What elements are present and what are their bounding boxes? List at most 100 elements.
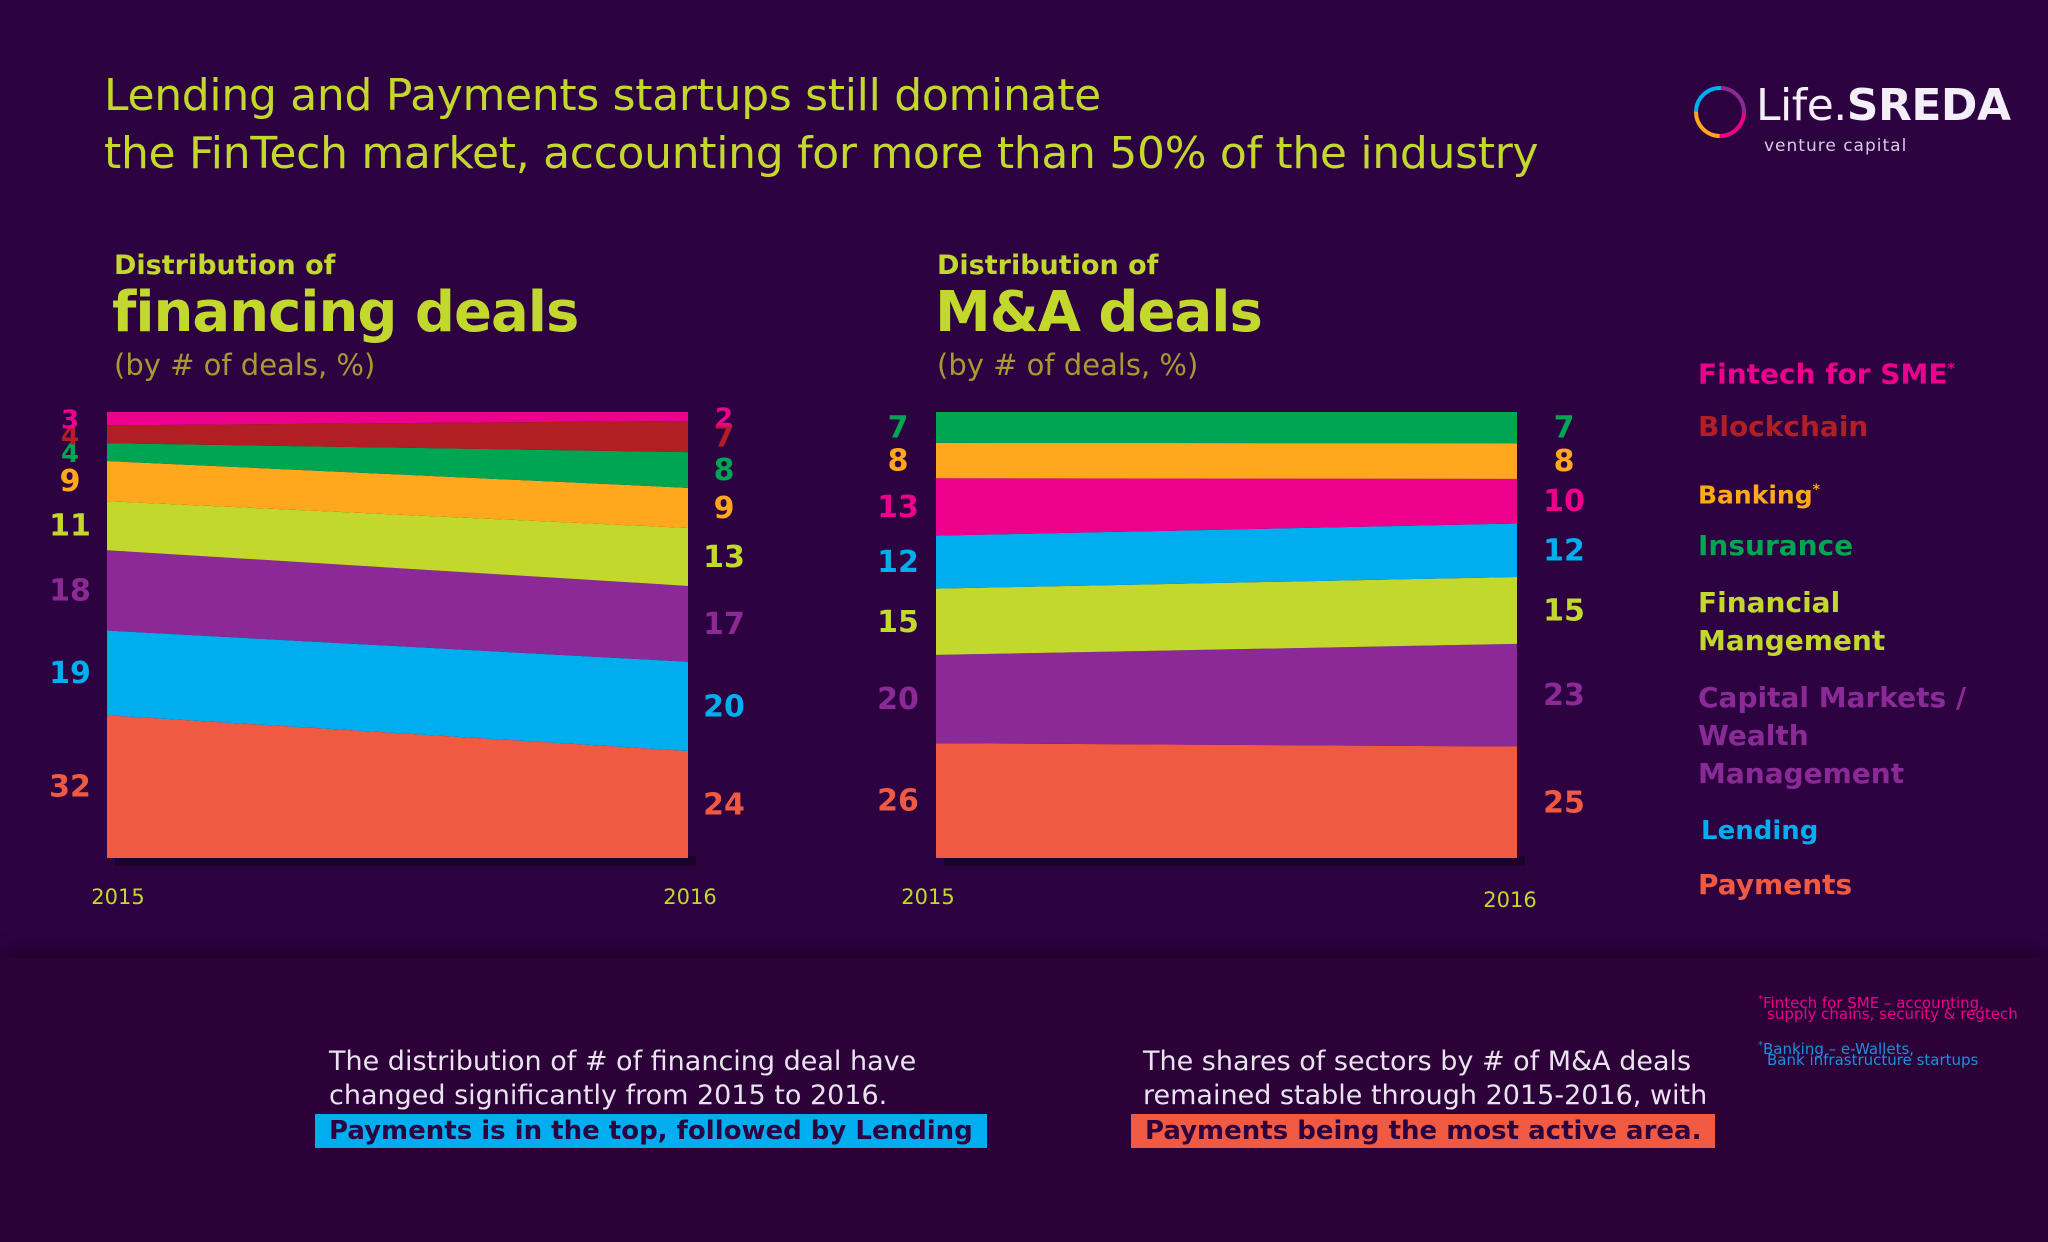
value-label-2016-insurance: 7 xyxy=(1554,411,1575,446)
footnote-banking-mark: * xyxy=(1758,1040,1763,1051)
value-label-2015-capital-markets-wealth-management: 20 xyxy=(877,682,919,717)
area-band-fintech-for-sme xyxy=(107,412,688,426)
value-label-2015-blockchain: 4 xyxy=(61,421,79,451)
footnote-sme-line-2: supply chains, security & regtech xyxy=(1767,1005,2018,1023)
legend-item-financial-mangement: Financial Mangement xyxy=(1698,584,1885,660)
x-tick-label-2015: 2015 xyxy=(901,885,954,909)
legend-item-fintech-for-sme: Fintech for SME* xyxy=(1698,350,1955,393)
legend-label: Fintech for SME xyxy=(1698,357,1948,391)
area-band-lending xyxy=(107,630,688,751)
legend-label: Insurance xyxy=(1698,529,1854,562)
value-label-2015-insurance: 7 xyxy=(888,410,909,445)
legend-label: Banking xyxy=(1698,480,1813,510)
area-band-payments xyxy=(107,715,688,858)
area-band-financial-mangement xyxy=(107,501,688,586)
financing-note-line-1: The distribution of # of financing deal … xyxy=(329,1046,917,1077)
area-band-insurance xyxy=(107,443,688,488)
value-label-2016-financial-mangement: 15 xyxy=(1543,593,1585,628)
area-band-banking xyxy=(936,442,1517,479)
area-band-fintech-for-sme xyxy=(936,478,1517,536)
financing-chart-title: financing deals xyxy=(112,280,579,345)
value-label-2016-lending: 12 xyxy=(1543,533,1585,568)
area-band-capital-markets-wealth-management xyxy=(107,550,688,662)
value-label-2015-lending: 19 xyxy=(49,656,91,691)
logo-ring-icon xyxy=(1694,86,1746,138)
area-band-payments xyxy=(936,743,1517,858)
footnote-sme-text-1: Fintech for SME – accounting, xyxy=(1763,994,1984,1012)
value-label-2016-fintech-for-sme: 2 xyxy=(715,403,733,433)
ma-chart-pretitle: Distribution of xyxy=(937,250,1159,281)
ma-note-line-1: The shares of sectors by # of M&A deals xyxy=(1143,1046,1692,1077)
legend-asterisk: * xyxy=(1812,482,1820,498)
value-label-2016-banking: 9 xyxy=(714,491,735,526)
legend-label: Capital Markets / Wealth Management xyxy=(1698,681,1967,790)
logo-wordmark: Life.SREDA xyxy=(1756,80,2011,131)
legend-item-payments: Payments xyxy=(1698,866,1852,904)
footnote-banking-text-1: Banking – e-Wallets, xyxy=(1763,1040,1915,1058)
area-band-financial-mangement xyxy=(936,577,1517,655)
legend-item-capital-markets-wealth-management: Capital Markets / Wealth Management xyxy=(1698,679,1966,793)
financing-note-highlight: Payments is in the top, followed by Lend… xyxy=(315,1114,987,1148)
ma-note-highlight: Payments being the most active area. xyxy=(1131,1114,1716,1148)
area-band-banking xyxy=(107,461,688,528)
page-title-line-1: Lending and Payments startups still domi… xyxy=(104,70,1101,121)
value-label-2016-banking: 8 xyxy=(1554,444,1575,479)
value-label-2016-capital-markets-wealth-management: 23 xyxy=(1543,678,1585,713)
footnote-sme-line-1: *Fintech for SME – accounting, xyxy=(1758,992,1984,1011)
area-band-capital-markets-wealth-management xyxy=(936,643,1517,747)
value-label-2016-insurance: 8 xyxy=(714,453,735,488)
value-label-2015-payments: 32 xyxy=(49,770,91,805)
value-label-2016-payments: 25 xyxy=(1543,785,1585,820)
footnote-banking-line-2: Bank infrastructure startups xyxy=(1767,1051,1979,1069)
value-label-2016-capital-markets-wealth-management: 17 xyxy=(703,607,745,642)
ma-note-line-2: remained stable through 2015-2016, with xyxy=(1143,1080,1708,1111)
logo-name-light: Life. xyxy=(1756,80,1847,131)
legend-label: Payments xyxy=(1698,868,1853,901)
value-label-2015-financial-mangement: 15 xyxy=(877,605,919,640)
logo-name-bold: SREDA xyxy=(1846,80,2011,131)
value-label-2016-fintech-for-sme: 10 xyxy=(1543,484,1585,519)
area-band-lending xyxy=(936,523,1517,589)
value-label-2015-insurance: 4 xyxy=(61,439,79,469)
legend-item-insurance: Insurance xyxy=(1698,527,1853,565)
value-label-2015-banking: 8 xyxy=(888,444,909,479)
value-label-2015-lending: 12 xyxy=(877,545,919,580)
legend-label: Lending xyxy=(1701,816,1819,846)
financing-chart-subtitle: (by # of deals, %) xyxy=(114,348,376,382)
bottom-notes-band xyxy=(0,958,2048,1242)
legend-item-banking: Banking* xyxy=(1698,471,1820,514)
logo-tagline: venture capital xyxy=(1764,136,1908,156)
lifesreda-logo: Life.SREDA venture capital xyxy=(1690,80,2011,160)
financing-chart-pretitle: Distribution of xyxy=(114,250,336,281)
value-label-2016-blockchain: 7 xyxy=(714,420,735,455)
legend-label: Blockchain xyxy=(1698,410,1869,443)
value-label-2016-payments: 24 xyxy=(703,787,745,822)
value-label-2015-fintech-for-sme: 3 xyxy=(61,406,79,436)
x-tick-label-2016: 2016 xyxy=(1483,888,1536,912)
x-tick-label-2016: 2016 xyxy=(663,885,716,909)
ma-chart-subtitle: (by # of deals, %) xyxy=(937,348,1199,382)
ma-chart-title: M&A deals xyxy=(935,280,1263,345)
legend-item-blockchain: Blockchain xyxy=(1698,408,1868,446)
legend-item-lending: Lending xyxy=(1701,812,1818,850)
area-band-blockchain xyxy=(107,420,688,453)
area-band-insurance xyxy=(936,412,1517,444)
value-label-2015-fintech-for-sme: 13 xyxy=(877,490,919,525)
footnote-sme-mark: * xyxy=(1758,994,1763,1005)
page-title-line-2: the FinTech market, accounting for more … xyxy=(104,128,1539,179)
value-label-2015-financial-mangement: 11 xyxy=(49,509,91,544)
x-tick-label-2015: 2015 xyxy=(91,885,144,909)
plot-shadow xyxy=(115,856,696,866)
value-label-2015-capital-markets-wealth-management: 18 xyxy=(49,573,91,608)
footnote-banking-line-1: *Banking – e-Wallets, xyxy=(1758,1038,1914,1057)
legend-label: Financial Mangement xyxy=(1698,586,1886,657)
legend-asterisk: * xyxy=(1947,361,1955,377)
plot-shadow xyxy=(944,856,1525,866)
value-label-2016-financial-mangement: 13 xyxy=(703,540,745,575)
value-label-2015-banking: 9 xyxy=(60,464,81,499)
value-label-2016-lending: 20 xyxy=(703,689,745,724)
value-label-2015-payments: 26 xyxy=(877,784,919,819)
